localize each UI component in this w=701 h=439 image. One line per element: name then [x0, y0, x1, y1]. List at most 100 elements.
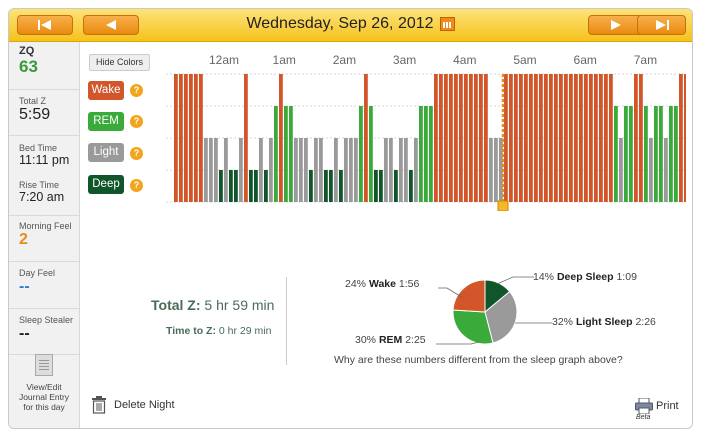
delete-night-button[interactable]: Delete Night	[91, 396, 175, 414]
time-tick-label: 6am	[574, 53, 597, 67]
hypnogram-bar	[504, 74, 508, 202]
pie-slice-light-sleep	[484, 290, 518, 344]
hypnogram-bar	[399, 138, 403, 202]
printer-icon	[635, 397, 653, 415]
print-button[interactable]: Print	[635, 397, 679, 415]
next-night-button[interactable]	[588, 15, 644, 35]
hypnogram-bar	[354, 138, 358, 202]
bed-time-stat: Bed Time 11:11 pm	[9, 137, 79, 177]
hypnogram-bar	[524, 74, 528, 202]
hypnogram-bar	[584, 74, 588, 202]
day-feel-value[interactable]: --	[19, 278, 30, 295]
hypnogram-bar	[344, 138, 348, 202]
rem-help-icon[interactable]: ?	[130, 115, 143, 128]
why-numbers-differ-link[interactable]: Why are these numbers different from the…	[334, 354, 623, 366]
hypnogram-bar	[434, 74, 438, 202]
stage-deep-button[interactable]: Deep	[88, 175, 124, 194]
total-z-stat: Total Z 5:59	[9, 91, 79, 136]
hypnogram-bar	[609, 74, 613, 202]
total-z-value: 5:59	[19, 106, 51, 123]
light-help-icon[interactable]: ?	[130, 147, 143, 160]
hypnogram-bar	[179, 74, 183, 202]
hypnogram-bar	[554, 74, 558, 202]
hypnogram-bar	[264, 170, 268, 202]
deep-help-icon[interactable]: ?	[130, 179, 143, 192]
arrow-right-icon	[611, 20, 621, 30]
print-label: Print	[656, 399, 679, 412]
hypnogram-bar	[284, 106, 288, 202]
hypnogram-bar	[309, 170, 313, 202]
hypnogram-bar	[534, 74, 538, 202]
hypnogram-bar	[224, 138, 228, 202]
hypnogram-bar	[269, 138, 273, 202]
hypnogram-bar	[319, 138, 323, 202]
morning-feel-stat: Morning Feel 2	[9, 217, 79, 262]
stage-rem-button[interactable]: REM	[88, 112, 124, 131]
hypnogram-bar	[324, 170, 328, 202]
time-marker-handle[interactable]	[497, 200, 509, 211]
day-feel-stat: Day Feel --	[9, 263, 79, 309]
hypnogram-bar	[409, 170, 413, 202]
rem-duration: 2:25	[405, 334, 426, 346]
time-to-z-label: Time to Z:	[166, 325, 216, 337]
hypnogram-bar	[444, 74, 448, 202]
hypnogram-bar	[209, 138, 213, 202]
beta-label: Beta	[636, 414, 651, 421]
stage-light-button[interactable]: Light	[88, 143, 124, 162]
hypnogram-bar	[219, 170, 223, 202]
previous-night-button[interactable]	[83, 15, 139, 35]
sleep-stealer-value: --	[19, 325, 30, 342]
hypnogram-bar	[189, 74, 193, 202]
hide-colors-button[interactable]: Hide Colors	[89, 54, 151, 71]
zq-value: 63	[19, 57, 38, 76]
time-tick-label: 4am	[453, 53, 476, 67]
hypnogram-bar	[274, 106, 278, 202]
hypnogram-bar	[299, 138, 303, 202]
rem-percent: 30%	[355, 334, 377, 346]
hypnogram-bar	[564, 74, 568, 202]
hypnogram-bar	[389, 138, 393, 202]
hypnogram-bar	[449, 74, 453, 202]
hypnogram-bar	[569, 74, 573, 202]
hypnogram-bar	[659, 106, 663, 202]
hypnogram-bar	[514, 74, 518, 202]
rem-slice-label: 30% REM 2:25	[355, 334, 426, 346]
hypnogram-bar	[684, 74, 686, 202]
hypnogram-bar	[304, 138, 308, 202]
hypnogram-bar	[574, 74, 578, 202]
wake-help-icon[interactable]: ?	[130, 84, 143, 97]
hypnogram-bar	[599, 74, 603, 202]
last-night-button[interactable]	[637, 15, 686, 35]
rem-name: REM	[378, 334, 403, 346]
time-tick-label: 2am	[333, 53, 356, 67]
sleep-hypnogram: 12am 1am 2am 3am 4am 5am 6am 7am	[166, 53, 686, 211]
time-tick-label: 5am	[513, 53, 536, 67]
day-feel-label: Day Feel	[19, 268, 56, 278]
hypnogram-bar	[459, 74, 463, 202]
skip-forward-icon	[655, 20, 669, 30]
skip-back-icon	[38, 20, 51, 30]
morning-feel-value: 2	[19, 231, 28, 248]
hypnogram-bar	[404, 138, 408, 202]
total-z-label: Total Z	[19, 96, 47, 106]
hypnogram-bar	[474, 74, 478, 202]
calendar-icon[interactable]	[439, 17, 455, 31]
morning-feel-label: Morning Feel	[19, 221, 72, 231]
first-night-button[interactable]	[17, 15, 73, 35]
deep-duration: 1:09	[616, 271, 637, 283]
hypnogram-bar	[519, 74, 523, 202]
hypnogram-bar	[494, 138, 498, 202]
hypnogram-bar	[394, 170, 398, 202]
hypnogram-bar	[429, 106, 433, 202]
journal-entry-link[interactable]: View/Edit Journal Entry for this day	[9, 354, 79, 412]
rise-time-label: Rise Time	[19, 180, 60, 190]
hypnogram-bar	[649, 138, 653, 202]
hypnogram-bar	[559, 74, 563, 202]
journal-entry-label[interactable]: View/Edit Journal Entry for this day	[18, 382, 70, 412]
hypnogram-bar	[289, 106, 293, 202]
hypnogram-bar	[439, 74, 443, 202]
stage-wake-button[interactable]: Wake	[88, 81, 124, 100]
hypnogram-bar	[214, 138, 218, 202]
time-tick-label: 1am	[273, 53, 296, 67]
hypnogram-bar	[419, 106, 423, 202]
